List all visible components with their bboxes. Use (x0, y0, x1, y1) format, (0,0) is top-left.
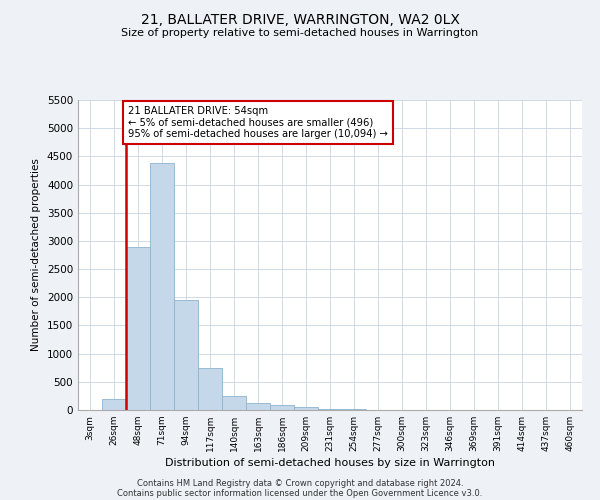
Bar (126, 246, 150, 410)
Text: Size of property relative to semi-detached houses in Warrington: Size of property relative to semi-detach… (121, 28, 479, 38)
Bar (318, 408, 342, 410)
Bar (150, 163, 174, 410)
Bar (294, 407, 318, 410)
Bar (174, 300, 198, 410)
Bar (198, 368, 222, 410)
Text: Contains HM Land Registry data © Crown copyright and database right 2024.: Contains HM Land Registry data © Crown c… (137, 478, 463, 488)
Text: 21, BALLATER DRIVE, WARRINGTON, WA2 0LX: 21, BALLATER DRIVE, WARRINGTON, WA2 0LX (140, 12, 460, 26)
Text: Distribution of semi-detached houses by size in Warrington: Distribution of semi-detached houses by … (165, 458, 495, 468)
Y-axis label: Number of semi-detached properties: Number of semi-detached properties (31, 158, 41, 352)
Text: Contains public sector information licensed under the Open Government Licence v3: Contains public sector information licen… (118, 488, 482, 498)
Bar (246, 403, 270, 410)
Text: 21 BALLATER DRIVE: 54sqm
← 5% of semi-detached houses are smaller (496)
95% of s: 21 BALLATER DRIVE: 54sqm ← 5% of semi-de… (128, 106, 388, 139)
Bar (270, 406, 294, 410)
Bar (222, 396, 246, 410)
Bar (102, 398, 126, 410)
